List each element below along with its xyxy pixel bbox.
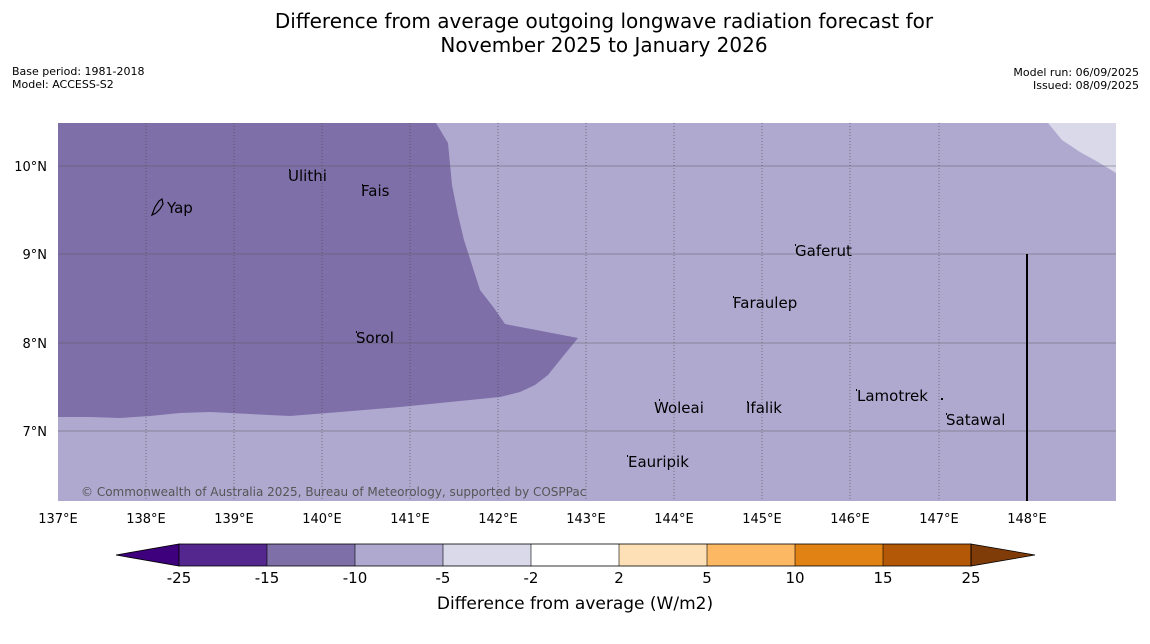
colorbar xyxy=(115,543,1036,567)
copyright-text: © Commonwealth of Australia 2025, Bureau… xyxy=(81,485,586,499)
colorbar-extend-low xyxy=(115,543,180,567)
cb-tick-label: -10 xyxy=(343,569,368,587)
place-label-sorol: Sorol xyxy=(356,329,394,347)
lon-label-145e: 145°E xyxy=(742,512,782,527)
cb-tick-label: -5 xyxy=(436,569,451,587)
place-label-gaferut: Gaferut xyxy=(795,242,852,260)
meta-right: Model run: 06/09/2025 Issued: 08/09/2025 xyxy=(1013,66,1139,92)
lon-label-144e: 144°E xyxy=(654,512,694,527)
parallel-lines xyxy=(58,165,1116,432)
colorbar-segment xyxy=(883,544,971,566)
colorbar-segment xyxy=(267,544,355,566)
lat-label-7n: 7°N xyxy=(23,425,48,440)
title-line-2: November 2025 to January 2026 xyxy=(440,33,768,57)
map-panel: Yap Ulithi Fais Gaferut Faraulep Sorol L… xyxy=(58,123,1116,501)
model-run-text: Model run: 06/09/2025 xyxy=(1013,66,1139,79)
place-label-lamotrek: Lamotrek xyxy=(857,387,928,405)
colorbar-segment xyxy=(795,544,883,566)
place-label-satawal: Satawal xyxy=(946,411,1005,429)
cb-tick-label: 5 xyxy=(702,569,712,587)
cb-tick-label: -25 xyxy=(167,569,192,587)
place-label-eauripik: Eauripik xyxy=(628,453,689,471)
cb-tick-label: 2 xyxy=(614,569,624,587)
lon-label-146e: 146°E xyxy=(830,512,870,527)
lon-label-142e: 142°E xyxy=(478,512,518,527)
lon-label-147e: 147°E xyxy=(919,512,959,527)
model-text: Model: ACCESS-S2 xyxy=(12,78,114,91)
map-title: Difference from average outgoing longwav… xyxy=(0,9,1150,57)
lat-label-9n: 9°N xyxy=(23,248,48,263)
place-label-faraulep: Faraulep xyxy=(733,294,797,312)
place-label-woleai: Woleai xyxy=(654,399,704,417)
meta-left: Base period: 1981-2018 Model: ACCESS-S2 xyxy=(12,65,144,91)
colorbar-extend-high xyxy=(970,543,1036,567)
place-label-fais: Fais xyxy=(361,182,390,200)
lon-label-143e: 143°E xyxy=(566,512,606,527)
place-label-ulithi: Ulithi xyxy=(288,167,327,185)
cb-tick-label: 25 xyxy=(961,569,980,587)
colorbar-segment xyxy=(355,544,443,566)
place-label-yap: Yap xyxy=(166,199,193,217)
colorbar-ticks: -25 -15 -10 -5 -2 2 5 10 15 25 xyxy=(167,569,981,587)
base-period-text: Base period: 1981-2018 xyxy=(12,65,145,78)
lon-label-140e: 140°E xyxy=(302,512,342,527)
meridian-lines xyxy=(145,123,940,501)
title-line-1: Difference from average outgoing longwav… xyxy=(274,9,934,33)
colorbar-segment xyxy=(179,544,267,566)
colorbar-segment xyxy=(443,544,531,566)
lon-label-139e: 139°E xyxy=(214,512,254,527)
colorbar-title: Difference from average (W/m2) xyxy=(436,594,714,614)
cb-tick-label: -2 xyxy=(524,569,539,587)
place-label-ifalik: Ifalik xyxy=(746,399,782,417)
colorbar-outline xyxy=(178,543,972,567)
field-region-dark xyxy=(58,123,578,418)
lon-label-148e: 148°E xyxy=(1007,512,1047,527)
cb-tick-label: 10 xyxy=(785,569,804,587)
lat-label-8n: 8°N xyxy=(23,337,48,352)
lon-label-137e: 137°E xyxy=(38,512,78,527)
field-region-faint xyxy=(1048,123,1116,173)
issued-text: Issued: 08/09/2025 xyxy=(1032,79,1139,92)
island-dots xyxy=(289,169,947,457)
cb-tick-label: 15 xyxy=(873,569,892,587)
yap-island xyxy=(150,198,164,217)
colorbar-segment xyxy=(707,544,795,566)
lat-label-10n: 10°N xyxy=(14,160,47,175)
lon-label-141e: 141°E xyxy=(390,512,430,527)
colorbar-segment xyxy=(619,544,707,566)
lon-label-138e: 138°E xyxy=(126,512,166,527)
cb-tick-label: -15 xyxy=(255,569,280,587)
colorbar-segment xyxy=(531,544,619,566)
